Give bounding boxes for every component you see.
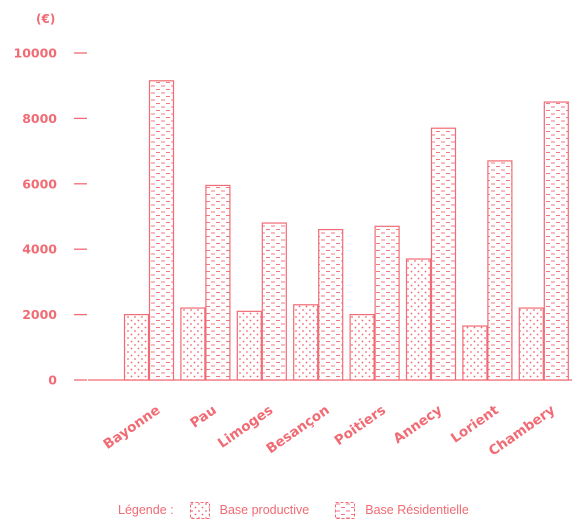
x-tick-label: Besançon [263,402,332,457]
y-tick-label: 10000 [14,46,58,61]
legend-item-productive: Base productive [220,503,310,517]
legend: Légende : Base productive Base Résidenti… [118,498,495,522]
bar-productive-annecy [407,259,431,380]
bar-residential-chambery [544,102,568,380]
bar-residential-bayonne [150,81,174,380]
x-tick-label: Poitiers [332,402,389,449]
legend-swatch-residential [335,502,355,519]
bar-residential-annecy [432,128,456,380]
y-tick-label: 4000 [22,242,57,257]
bar-productive-bayonne [125,315,149,380]
bar-residential-pau [206,185,230,380]
y-tick-label: 2000 [22,307,57,322]
bar-residential-besançon [319,230,343,380]
bar-productive-chambery [519,308,543,380]
legend-swatch-productive [190,502,210,519]
y-tick-label: 8000 [22,111,57,126]
bar-residential-limoges [262,223,286,380]
x-tick-label: Annecy [391,402,446,447]
bar-productive-besançon [294,305,318,380]
y-tick-label: 6000 [22,176,57,191]
legend-label: Légende : [118,503,174,517]
legend-item-residential: Base Résidentielle [365,503,469,517]
bar-productive-limoges [237,311,261,380]
x-tick-label: Pau [187,402,219,431]
bar-productive-poitiers [350,315,374,380]
y-tick-label: 0 [48,373,57,388]
bar-productive-pau [181,308,205,380]
bar-residential-lorient [488,161,512,380]
x-tick-label: Bayonne [101,402,164,453]
bar-residential-poitiers [375,226,399,380]
bars [125,81,569,380]
bar-productive-lorient [463,326,487,380]
